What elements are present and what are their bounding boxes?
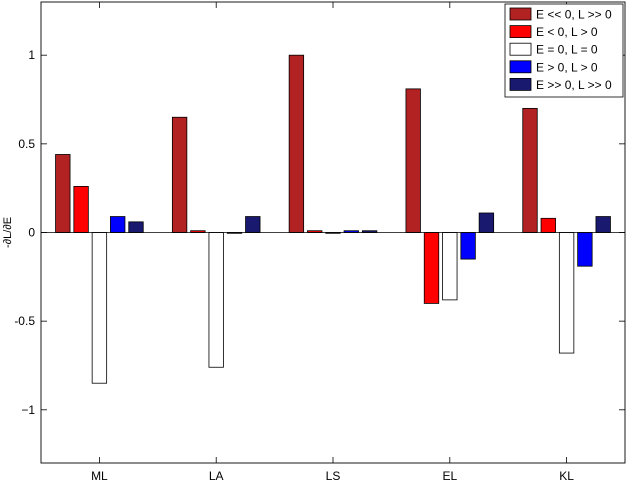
bar-el-series-1 (405, 88, 421, 233)
legend-swatch-3 (509, 42, 532, 56)
legend-label-5: E >> 0, L >> 0 (536, 78, 612, 92)
bar-kl-series-4 (577, 232, 593, 267)
bar-ml-series-5 (128, 221, 144, 233)
legend-swatch-2 (509, 25, 532, 39)
x-tick-label: LA (209, 469, 224, 482)
y-tick-label: −1 (21, 403, 35, 417)
bar-ml-series-3 (91, 232, 108, 384)
y-tick-label: -0.5 (14, 314, 35, 328)
bar-ml-series-4 (110, 216, 126, 233)
x-tick-label: LS (326, 469, 341, 482)
legend-swatch-1 (509, 7, 532, 21)
y-axis-label: -∂L/∂E (2, 217, 14, 248)
bar-kl-series-1 (522, 107, 538, 233)
bar-la-series-5 (245, 216, 261, 233)
y-tick-label: 0 (28, 226, 35, 240)
legend-swatch-4 (509, 60, 532, 74)
y-tick-label: 0.5 (18, 137, 35, 151)
y-tick-label: 1 (28, 48, 35, 62)
bar-el-series-2 (423, 232, 440, 304)
bar-el-series-3 (442, 232, 458, 301)
bar-ls-series-1 (288, 54, 305, 233)
bar-la-series-1 (171, 116, 188, 233)
legend-label-1: E << 0, L >> 0 (536, 8, 612, 22)
bar-kl-series-3 (558, 232, 575, 354)
bar-el-series-5 (478, 212, 495, 233)
legend: E << 0, L >> 0 E < 0, L > 0 E = 0, L = 0 E … (504, 3, 624, 98)
bar-kl-series-5 (595, 216, 611, 233)
bar-ml-series-1 (55, 154, 71, 233)
legend-label-2: E < 0, L > 0 (536, 25, 598, 39)
x-tick-label: EL (442, 469, 457, 482)
bar-ml-series-2 (73, 185, 89, 233)
bars-layer (55, 54, 611, 384)
legend-swatch-5 (509, 78, 532, 91)
legend-label-4: E > 0, L > 0 (536, 60, 598, 74)
bar-kl-series-2 (540, 217, 556, 233)
x-tick-label: ML (91, 469, 108, 482)
bar-la-series-3 (208, 232, 224, 368)
axes-layer: −1 -0.5 0 0.5 1 ML LA LS EL KL -∂L/∂E (2, 1, 626, 483)
bar-el-series-4 (460, 232, 476, 260)
x-tick-label: KL (559, 469, 574, 482)
legend-label-3: E = 0, L = 0 (536, 43, 598, 57)
